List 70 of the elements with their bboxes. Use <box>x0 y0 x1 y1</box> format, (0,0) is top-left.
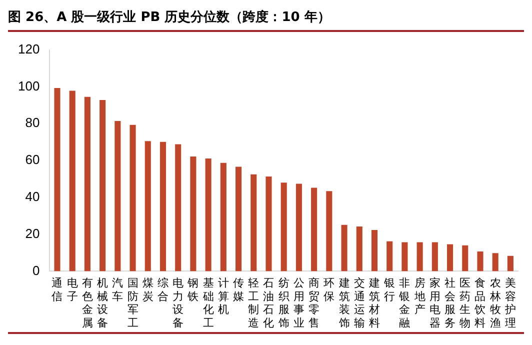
x-tick-label: 家用电器 <box>429 276 440 330</box>
x-tick-label: 通信 <box>52 276 63 303</box>
y-tick-label: 120 <box>18 41 40 56</box>
x-tick-label: 农林牧渔 <box>488 276 501 330</box>
bar <box>266 176 272 272</box>
x-tick-label: 国防军工 <box>127 276 138 330</box>
bar <box>462 245 468 272</box>
bar <box>236 166 242 272</box>
bar <box>100 100 106 272</box>
x-tick-label: 电力设备 <box>172 276 184 330</box>
x-tick-label: 建筑装饰 <box>338 276 350 330</box>
bar <box>492 253 498 272</box>
x-tick-label: 美容护理 <box>504 276 516 330</box>
x-tick-label: 环保 <box>324 276 335 303</box>
x-tick-label: 传媒 <box>233 276 244 303</box>
bar <box>190 156 196 272</box>
x-tick-label: 房地产 <box>413 276 426 316</box>
bar <box>402 242 408 272</box>
x-tick-label: 商贸零售 <box>308 276 320 330</box>
x-tick-label: 煤炭 <box>142 276 154 303</box>
x-tick-label: 建筑材料 <box>368 276 380 330</box>
bar <box>114 121 121 272</box>
bar <box>130 124 136 272</box>
x-tick-label: 石油石化 <box>263 276 274 330</box>
bar <box>371 230 378 272</box>
y-tick-label: 0 <box>32 262 40 278</box>
y-tick-label: 40 <box>25 188 40 204</box>
bar <box>507 256 514 272</box>
bar <box>296 184 302 272</box>
bar <box>477 251 484 272</box>
x-tick-label: 医药生物 <box>460 276 471 330</box>
y-tick-label: 60 <box>25 152 40 168</box>
x-tick-label: 纺织服饰 <box>277 276 290 330</box>
bar <box>250 174 257 272</box>
x-tick-label: 轻工制造 <box>248 276 260 330</box>
bar <box>341 224 348 272</box>
x-tick-label: 交通运输 <box>354 276 365 330</box>
bar <box>160 142 166 272</box>
x-tick-label: 钢铁 <box>186 276 199 303</box>
bar <box>416 242 423 272</box>
bar <box>280 182 287 272</box>
bar <box>84 96 90 272</box>
x-tick-label: 计算机 <box>218 276 229 316</box>
x-tick-label: 综合 <box>157 276 168 303</box>
bar <box>144 141 151 272</box>
chart-title: 图 26、A 股一级行业 PB 历史分位数（跨度：10 年） <box>8 8 332 27</box>
x-tick-label: 食品饮料 <box>474 276 486 330</box>
bar <box>326 191 332 272</box>
x-tick-label: 电子 <box>66 276 78 303</box>
bar <box>54 88 60 272</box>
x-tick-label: 银行 <box>383 276 396 303</box>
bar <box>447 244 454 272</box>
x-tick-label: 汽车 <box>112 276 124 303</box>
x-tick-label: 非银金融 <box>398 276 410 330</box>
x-tick-label: 社会服务 <box>444 276 456 330</box>
x-tick-label: 公用事业 <box>293 276 304 330</box>
bar <box>386 241 393 272</box>
bar <box>175 144 182 272</box>
y-tick-label: 20 <box>25 226 40 241</box>
x-tick-label: 基础化工 <box>202 276 214 330</box>
bar <box>220 162 226 272</box>
y-tick-label: 100 <box>18 78 40 94</box>
y-tick-label: 80 <box>25 115 40 130</box>
bar <box>69 90 76 272</box>
bar <box>205 158 212 272</box>
bar <box>356 226 362 272</box>
bar <box>432 242 438 272</box>
x-tick-label: 有色金属 <box>82 276 93 330</box>
bar <box>311 188 318 272</box>
x-tick-label: 机械设备 <box>97 276 108 330</box>
